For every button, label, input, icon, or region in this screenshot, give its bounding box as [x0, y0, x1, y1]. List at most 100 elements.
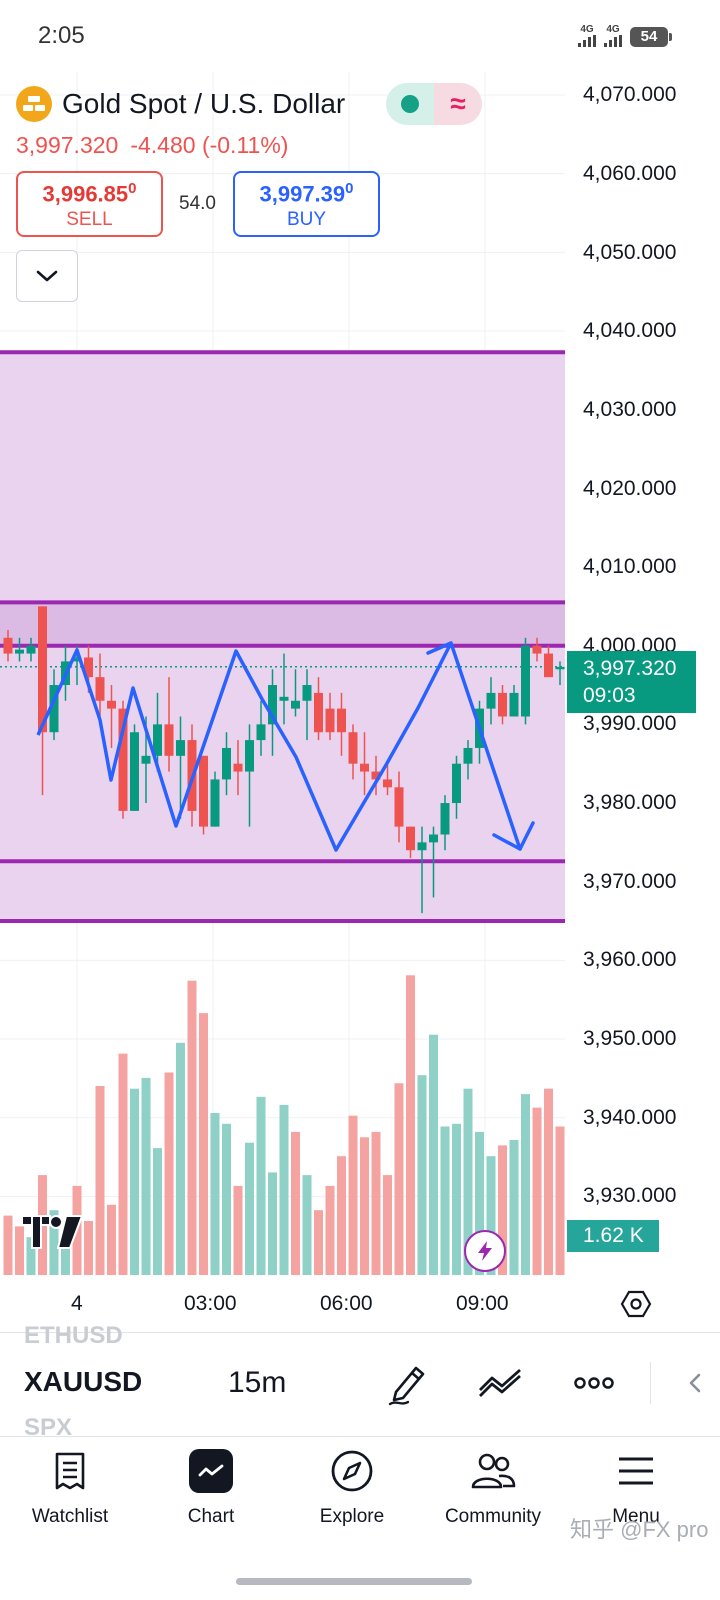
symbol-title[interactable]: Gold Spot / U.S. Dollar	[62, 88, 346, 119]
chart-settings-button[interactable]	[620, 1288, 652, 1325]
last-price: 3,997.320	[16, 132, 119, 158]
candle-body	[463, 747, 473, 764]
zigzag-line	[36, 642, 453, 852]
volume-bar	[463, 1088, 473, 1275]
volume-bar	[360, 1137, 369, 1275]
y-tick-label: 4,060.000	[583, 162, 677, 185]
y-tick-label: 3,950.000	[583, 1027, 677, 1050]
collapse-toolbar-button[interactable]	[686, 1372, 702, 1399]
wave-icon: ≈	[434, 83, 482, 125]
volume-bar	[61, 1242, 70, 1275]
nav-chart[interactable]: Chart	[141, 1448, 281, 1528]
status-time: 2:05	[38, 22, 85, 49]
market-open-dot-icon	[386, 83, 434, 125]
more-button[interactable]	[572, 1360, 616, 1411]
candle-body	[348, 732, 358, 764]
adjacent-symbol-below: SPX	[24, 1414, 73, 1441]
buy-price: 3,997.39	[259, 181, 346, 207]
lightning-icon	[478, 1241, 492, 1261]
candle-body	[84, 657, 93, 678]
volume-bar	[314, 1210, 323, 1275]
y-tick-label: 4,020.000	[583, 477, 677, 500]
volume-bar	[26, 1237, 36, 1275]
y-tick-label: 3,960.000	[583, 948, 677, 971]
volume-bar	[199, 1013, 208, 1275]
spread-value: 54.0	[179, 193, 216, 214]
volume-bar	[268, 1172, 277, 1275]
home-indicator[interactable]	[236, 1578, 472, 1585]
last-price-tag: 3,997.320 09:03	[567, 651, 696, 713]
volume-bar	[3, 1215, 13, 1275]
candle-body	[360, 763, 369, 772]
zone-band	[0, 602, 565, 646]
market-status-pill[interactable]: ≈	[386, 83, 482, 125]
candle-body	[26, 645, 36, 654]
drawn-zones	[0, 350, 565, 924]
candle-body	[164, 724, 174, 756]
candle-body	[245, 740, 254, 772]
symbol-header[interactable]: Gold Spot / U.S. Dollar	[16, 86, 345, 122]
candle-body	[532, 645, 542, 654]
compass-icon	[331, 1450, 373, 1492]
volume-bar	[164, 1072, 174, 1275]
candle-body	[417, 842, 427, 851]
volume-bar	[141, 1077, 151, 1275]
menu-icon	[619, 1457, 653, 1485]
interval-picker[interactable]: 15m	[228, 1366, 287, 1399]
nav-label: Menu	[612, 1506, 660, 1527]
nav-menu[interactable]: Menu	[566, 1448, 706, 1528]
x-tick-label: 09:00	[456, 1292, 509, 1315]
volume-bar	[394, 1083, 404, 1275]
volume-bar	[118, 1053, 128, 1275]
candle-body	[314, 692, 323, 733]
battery-icon: 54	[630, 27, 672, 47]
drawn-trend-lines[interactable]	[36, 641, 535, 852]
sell-label: SELL	[66, 209, 113, 231]
symbol-picker[interactable]: XAUUSD	[24, 1366, 143, 1397]
candle-body	[325, 708, 335, 733]
x-tick-label: 4	[71, 1292, 83, 1315]
x-tick-label: 06:00	[320, 1292, 373, 1315]
lightning-button[interactable]	[464, 1230, 506, 1272]
nav-watchlist[interactable]: Watchlist	[0, 1448, 140, 1528]
sell-button[interactable]: 3,996.850 SELL	[16, 171, 163, 237]
nav-explore[interactable]: Explore	[282, 1448, 422, 1528]
volume-bar	[486, 1156, 496, 1275]
status-bar: 2:05 4G 4G 54	[0, 0, 720, 72]
y-tick-label: 3,970.000	[583, 870, 677, 893]
price-chart[interactable]	[0, 72, 720, 1330]
volume-bar	[544, 1088, 553, 1275]
candle-body	[486, 692, 496, 709]
zone-band	[0, 861, 565, 922]
indicators-button[interactable]	[476, 1360, 524, 1411]
volume-bar	[15, 1226, 24, 1275]
volume-bar	[406, 975, 415, 1275]
y-tick-label: 3,930.000	[583, 1184, 677, 1207]
y-tick-label: 4,010.000	[583, 555, 677, 578]
gold-bars-icon	[16, 86, 52, 122]
collapse-button[interactable]	[16, 250, 78, 302]
volume-bar	[279, 1104, 289, 1275]
projection-line	[426, 641, 522, 851]
candle-body	[118, 708, 128, 811]
nav-community[interactable]: Community	[423, 1448, 563, 1528]
y-tick-label: 3,990.000	[583, 712, 677, 735]
status-icons: 4G 4G 54	[578, 24, 672, 47]
y-tick-label: 4,040.000	[583, 319, 677, 342]
candle-body	[268, 685, 277, 725]
candle-body	[49, 685, 59, 733]
drawing-tools-button[interactable]	[386, 1360, 430, 1411]
volume-tag: 1.62 K	[567, 1220, 659, 1252]
volume-bar	[187, 980, 197, 1275]
divider	[0, 1436, 720, 1437]
candle-body	[15, 649, 24, 654]
volume-bar	[498, 1145, 507, 1275]
candle-body	[256, 724, 266, 741]
volume-bar	[130, 1088, 139, 1275]
candle-body	[544, 653, 553, 678]
x-tick-label: 03:00	[184, 1292, 237, 1315]
buy-button[interactable]: 3,997.390 BUY	[233, 171, 380, 237]
nav-label: Watchlist	[31, 1506, 109, 1527]
volume-bar	[95, 1086, 105, 1275]
volume-bar	[555, 1126, 565, 1275]
